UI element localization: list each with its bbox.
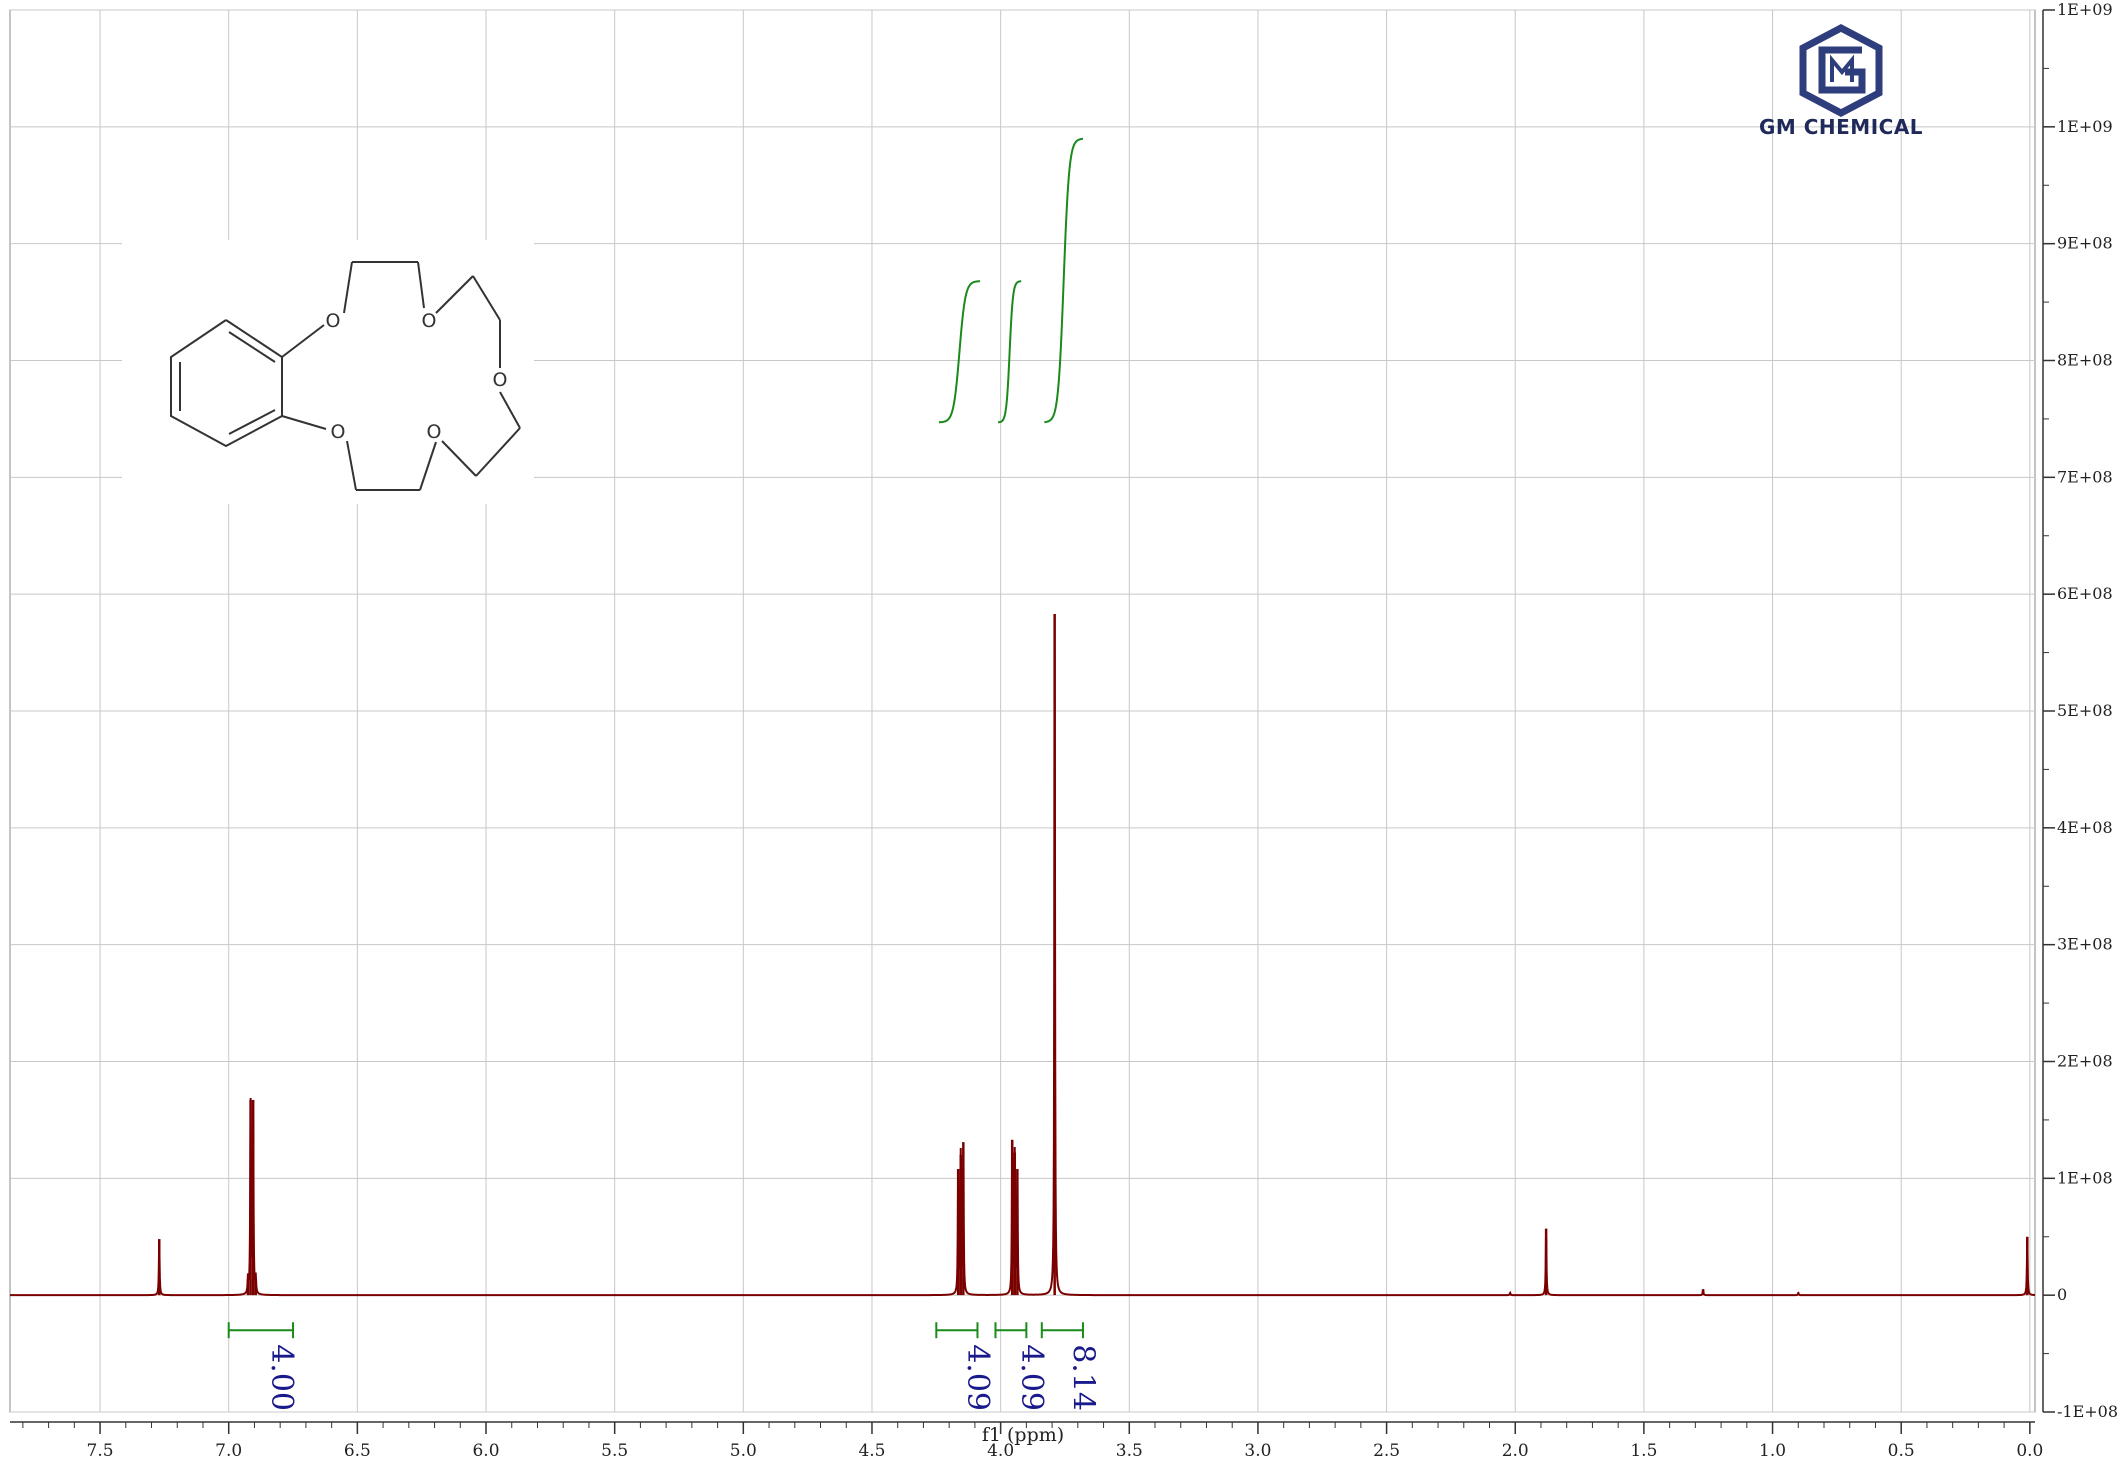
x-tick-label: 3.5 [1116, 1441, 1143, 1461]
atom-label: O [493, 369, 508, 391]
integral-curves [938, 137, 1084, 424]
x-tick-label: 3.0 [1244, 1441, 1271, 1461]
integral-curve [938, 280, 981, 424]
integral-value-label: 4.09 [1014, 1344, 1049, 1411]
molecule-structure: O O O O O [122, 240, 534, 504]
x-tick-label: 7.5 [87, 1441, 114, 1461]
atom-label: O [422, 310, 437, 332]
y-tick-label: 2E+08 [2057, 1052, 2113, 1071]
y-tick-label: 5E+08 [2057, 701, 2113, 720]
atom-label: O [326, 310, 341, 332]
x-tick-label: 5.0 [730, 1441, 757, 1461]
y-tick-label: 1E+09 [2057, 0, 2113, 19]
structure-bonds [170, 261, 521, 491]
logo-m-mark-icon [1830, 54, 1854, 82]
x-axis: 7.5 7.0 6.5 6.0 5.5 5.0 4.5 4.0 3.5 3.0 2.5 2.0 1.5 1… [10, 1421, 2043, 1461]
integral-value-label: 4.00 [264, 1344, 299, 1411]
y-tick-label: 4E+08 [2057, 818, 2113, 837]
x-tick-label: 1.5 [1630, 1441, 1657, 1461]
integral-value-label: 4.09 [960, 1344, 995, 1411]
integral-value-label: 8.14 [1065, 1344, 1100, 1411]
atom-label: O [331, 421, 346, 443]
y-tick-label: 6E+08 [2057, 584, 2113, 603]
spectrum-line [10, 652, 2036, 1297]
x-tick-label: 7.0 [215, 1441, 242, 1461]
x-tick-label: 2.5 [1373, 1441, 1400, 1461]
x-tick-label: 0.5 [1888, 1441, 1915, 1461]
y-tick-label: 1E+09 [2057, 117, 2113, 136]
y-axis: 1E+09 1E+09 9E+08 8E+08 7E+08 6E+08 5E+08 4E+08… [2042, 0, 2118, 1421]
gm-chemical-logo: GM CHEMICAL [1759, 24, 1923, 139]
grid [10, 9, 2035, 1413]
x-tick-label: 1.0 [1759, 1441, 1786, 1461]
integral-curve [1044, 137, 1084, 424]
y-tick-label: 7E+08 [2057, 467, 2113, 486]
y-tick-label: 3E+08 [2057, 935, 2113, 954]
logo-gm-mark-icon [1818, 46, 1866, 94]
logo-hexagon-icon [1799, 24, 1883, 117]
y-tick-label: -1E+08 [2057, 1402, 2118, 1421]
integral-curve [997, 280, 1022, 424]
x-tick-label: 0.0 [2016, 1441, 2043, 1461]
x-tick-label: 5.5 [601, 1441, 628, 1461]
x-tick-label: 4.5 [858, 1441, 885, 1461]
atom-label: O [427, 421, 442, 443]
y-tick-label: 8E+08 [2057, 351, 2113, 370]
x-tick-label: 2.0 [1502, 1441, 1529, 1461]
y-tick-label: 9E+08 [2057, 234, 2113, 253]
x-tick-label: 6.0 [472, 1441, 499, 1461]
y-tick-label: 0 [2057, 1285, 2067, 1304]
x-tick-label: 4.0 [987, 1441, 1014, 1461]
spectrum-trace [10, 614, 2036, 1297]
logo-text: GM CHEMICAL [1759, 115, 1923, 139]
x-tick-label: 6.5 [344, 1441, 371, 1461]
structure-background [122, 240, 534, 504]
y-tick-label: 1E+08 [2057, 1168, 2113, 1187]
x-axis-label: f1 (ppm) [982, 1424, 1064, 1446]
integral-marks: 4.00 4.09 4.09 8.14 [227, 1322, 1100, 1411]
